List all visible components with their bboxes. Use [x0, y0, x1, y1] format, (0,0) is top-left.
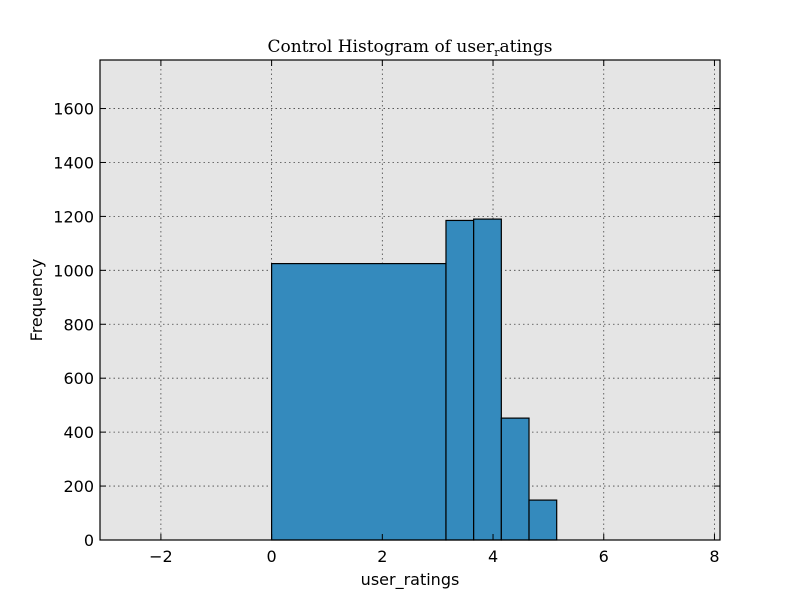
y-tick-label: 800 — [63, 315, 94, 334]
x-tick-label: −2 — [149, 547, 173, 566]
x-tick-label: 4 — [488, 547, 498, 566]
chart-title: Control Histogram of userratings — [268, 37, 553, 59]
bars — [271, 218, 558, 541]
histogram-bar — [445, 219, 475, 541]
x-tick-label: 0 — [267, 547, 277, 566]
x-tick-label: 2 — [377, 547, 387, 566]
y-axis-label: Frequency — [27, 259, 46, 342]
y-tick-label: 200 — [63, 477, 94, 496]
x-tick-label: 6 — [599, 547, 609, 566]
y-tick-label: 400 — [63, 423, 94, 442]
y-tick-labels: 0 200 400 600 800 1000 1200 1400 1600 — [53, 100, 94, 550]
y-tick-label: 600 — [63, 369, 94, 388]
histogram-bar — [500, 417, 530, 541]
y-tick-label: 1400 — [53, 153, 94, 172]
y-tick-label: 1600 — [53, 100, 94, 119]
x-axis-label: user_ratings — [361, 570, 460, 590]
x-tick-label: 8 — [709, 547, 719, 566]
y-tick-label: 1200 — [53, 207, 94, 226]
plot-frame — [99, 59, 721, 541]
y-tick-label: 0 — [84, 531, 94, 550]
x-tick-labels: −2 0 2 4 6 8 — [149, 547, 719, 566]
axis-ticks — [100, 60, 720, 541]
histogram-bar — [271, 262, 447, 541]
y-tick-label: 1000 — [53, 261, 94, 280]
histogram-bar — [528, 499, 558, 541]
histogram-bar — [473, 218, 502, 541]
